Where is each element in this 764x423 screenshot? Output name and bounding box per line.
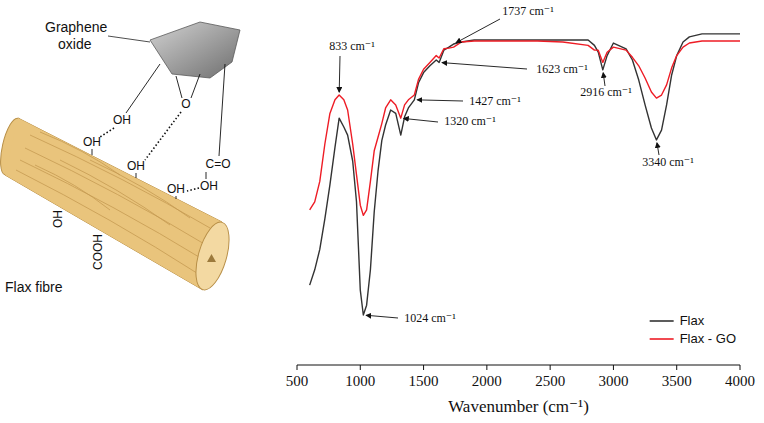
peak-arrow xyxy=(442,63,527,69)
hydrogen-bond xyxy=(145,112,181,160)
x-tick-label: 1500 xyxy=(409,373,439,389)
x-tick xyxy=(676,365,677,370)
bond xyxy=(206,172,207,179)
peak-arrow xyxy=(603,73,605,86)
peak-label: 1024 cm⁻¹ xyxy=(404,311,456,325)
fibre-texture xyxy=(30,135,210,228)
bond xyxy=(126,64,160,113)
fibre-texture xyxy=(20,160,204,260)
fibre-texture xyxy=(90,160,190,218)
functional-group: OH xyxy=(200,179,218,193)
graphene-label: Grapheneoxide xyxy=(45,19,107,52)
legend: Flax Flax - GO xyxy=(650,313,736,346)
series-line xyxy=(310,34,740,315)
x-tick xyxy=(613,365,614,370)
peak-label: 3340 cm⁻¹ xyxy=(642,155,694,169)
peak-label: 2916 cm⁻¹ xyxy=(580,85,632,99)
functional-group: OH xyxy=(51,210,65,228)
bond xyxy=(176,196,177,199)
functional-group: OH xyxy=(113,113,131,127)
peak-label: 1320 cm⁻¹ xyxy=(444,114,496,128)
fibre-texture xyxy=(16,170,200,275)
fibre-body-cover xyxy=(5,118,222,290)
x-tick-label: 4000 xyxy=(725,373,755,389)
legend-label: Flax xyxy=(680,313,705,328)
functional-group: OH xyxy=(83,135,101,149)
figure: Grapheneoxide Flax fibre OH O C=O OH OH OH OH OH C… xyxy=(0,0,764,423)
fibre-texture xyxy=(25,148,206,245)
series-line xyxy=(310,41,740,215)
bond xyxy=(92,149,93,155)
x-tick xyxy=(550,365,551,370)
x-tick-label: 3500 xyxy=(662,373,692,389)
peak-arrow xyxy=(417,100,463,101)
fibre-texture xyxy=(60,160,170,225)
x-tick xyxy=(740,365,741,370)
x-tick-label: 2000 xyxy=(472,373,502,389)
peak-arrow xyxy=(404,118,438,122)
legend-swatch xyxy=(650,320,674,322)
peak-label: 833 cm⁻¹ xyxy=(329,39,375,53)
peak-label: 1737 cm⁻¹ xyxy=(502,4,554,18)
peak-arrow xyxy=(366,315,398,318)
label-leader xyxy=(108,36,150,42)
chart: 500 1000 1500 2000 2500 3000 3500 4000 Wavenumbe… xyxy=(286,4,755,416)
graphene-sheet xyxy=(150,22,240,78)
x-tick-label: 1000 xyxy=(345,373,375,389)
fibre-lumen xyxy=(207,254,216,262)
x-tick xyxy=(360,365,361,370)
hydrogen-bond xyxy=(187,188,199,191)
fibre-texture xyxy=(35,165,110,210)
fibre-end-cap xyxy=(189,218,235,293)
x-tick xyxy=(486,365,487,370)
bond xyxy=(136,173,137,178)
label-line: oxide xyxy=(58,36,92,52)
legend-label: Flax - GO xyxy=(680,331,736,346)
functional-group: COOH xyxy=(91,234,105,270)
x-tick xyxy=(297,365,298,370)
bond xyxy=(176,76,182,98)
bond xyxy=(191,74,200,98)
x-axis-line xyxy=(297,365,740,366)
peak-label: 1623 cm⁻¹ xyxy=(536,62,588,76)
fibre-label: Flax fibre xyxy=(5,279,63,295)
legend-swatch xyxy=(650,338,674,340)
peak-arrow xyxy=(339,56,341,92)
illustration: Grapheneoxide Flax fibre OH O C=O OH OH OH OH OH C… xyxy=(0,19,240,295)
annotations: 833 cm⁻¹ 1737 cm⁻¹ 1623 cm⁻¹ 1427 cm⁻¹ 1320 … xyxy=(329,4,694,325)
fibre-body xyxy=(5,118,222,290)
peak-arrow xyxy=(456,19,500,43)
x-tick-label: 2500 xyxy=(535,373,565,389)
plot-area xyxy=(310,34,740,315)
functional-group: OH xyxy=(127,159,145,173)
x-tick-label: 3000 xyxy=(598,373,628,389)
functional-group: C=O xyxy=(205,157,230,171)
x-tick xyxy=(423,365,424,370)
x-axis-title: Wavenumber (cm⁻¹) xyxy=(448,397,589,416)
peak-arrow xyxy=(657,143,659,155)
bond xyxy=(219,64,225,156)
functional-group: O xyxy=(181,97,190,111)
label-line: Graphene xyxy=(45,19,107,35)
x-tick-label: 500 xyxy=(286,373,309,389)
functional-group: OH xyxy=(167,182,185,196)
hydrogen-bond xyxy=(100,128,114,137)
peak-label: 1427 cm⁻¹ xyxy=(469,94,521,108)
